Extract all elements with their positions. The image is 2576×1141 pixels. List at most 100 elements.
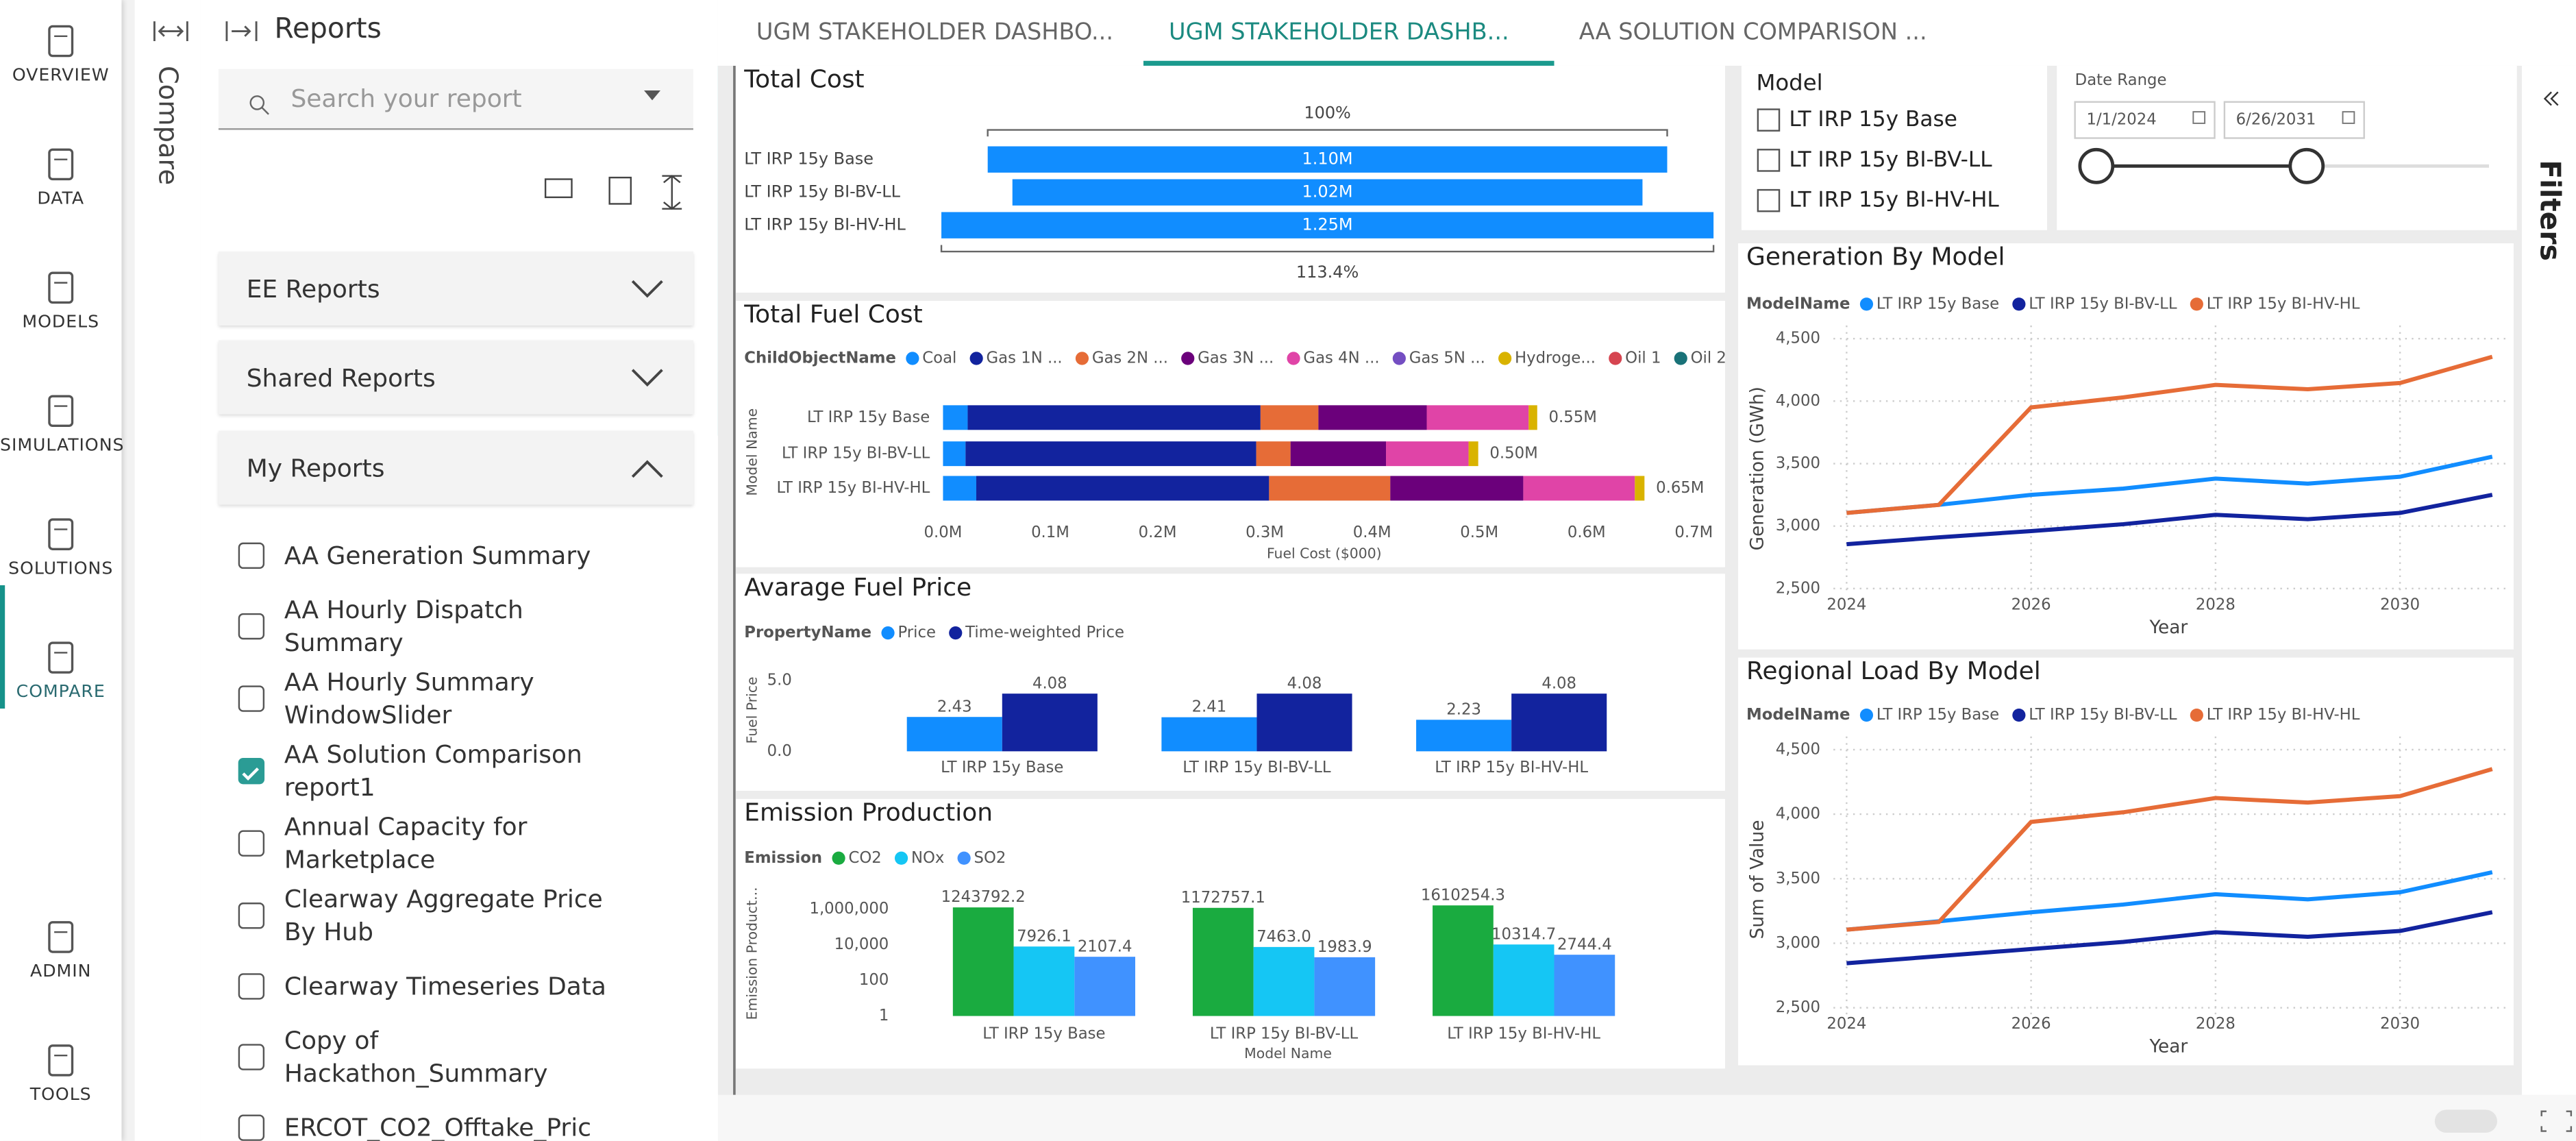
bar bbox=[1074, 957, 1136, 1016]
bar bbox=[1511, 694, 1607, 752]
bar-segment bbox=[965, 441, 1256, 467]
checkbox[interactable] bbox=[238, 1044, 265, 1070]
legend-title: ChildObjectName bbox=[744, 349, 896, 367]
legend-label: Coal bbox=[922, 349, 956, 367]
x-axis-label: Fuel Cost ($000) bbox=[1267, 545, 1382, 561]
legend-swatch bbox=[2012, 297, 2026, 311]
total-label: 0.55M bbox=[1549, 408, 1597, 426]
slicer-item[interactable]: LT IRP 15y BI-HV-HL bbox=[1789, 188, 1999, 212]
report-item[interactable]: AA Solution Comparison report1 bbox=[219, 735, 693, 807]
nav-label: TOOLS bbox=[29, 1085, 92, 1105]
x-axis-label: Year bbox=[2148, 617, 2188, 638]
checkbox[interactable] bbox=[238, 1114, 265, 1141]
value-label: 2.43 bbox=[937, 698, 972, 715]
checkbox[interactable] bbox=[1757, 149, 1781, 172]
report-item[interactable]: Annual Capacity for Marketplace bbox=[219, 807, 693, 880]
category-label: LT IRP 15y Base bbox=[744, 149, 874, 169]
checkbox[interactable] bbox=[238, 542, 265, 569]
nav-item[interactable]: MODELS bbox=[0, 260, 121, 342]
report-item[interactable]: AA Hourly Summary WindowSlider bbox=[219, 663, 693, 735]
checkbox[interactable] bbox=[238, 757, 265, 785]
date-start: 1/1/2024 bbox=[2086, 111, 2156, 129]
tab[interactable]: UGM STAKEHOLDER DASHB... bbox=[1169, 18, 1509, 45]
section-header[interactable]: My Reports bbox=[218, 430, 693, 505]
nav-bar: OVERVIEW DATA MODELS SIMULATIONS SOLUTIONS CO… bbox=[0, 0, 125, 1141]
legend-swatch bbox=[2190, 708, 2203, 722]
expand-icon[interactable] bbox=[151, 18, 191, 44]
total-label: 0.65M bbox=[1656, 479, 1704, 497]
checkbox[interactable] bbox=[238, 613, 265, 640]
value-label: 2107.4 bbox=[1078, 937, 1132, 955]
checkbox[interactable] bbox=[1757, 188, 1781, 212]
bar-segment bbox=[1390, 476, 1524, 501]
report-item[interactable]: ERCOT_CO2_Offtake_Pric bbox=[219, 1093, 693, 1141]
dropdown-icon[interactable] bbox=[643, 89, 662, 102]
search-box[interactable]: Search your report bbox=[218, 69, 693, 130]
report-item[interactable]: Copy of Hackathon_Summary bbox=[219, 1021, 693, 1094]
date-end: 6/26/2031 bbox=[2236, 111, 2316, 129]
value-label: 1.02M bbox=[1302, 182, 1353, 201]
x-tick-label: 0.4M bbox=[1353, 524, 1391, 541]
checkbox[interactable] bbox=[238, 903, 265, 929]
icon-shape[interactable] bbox=[544, 178, 573, 199]
checkbox[interactable] bbox=[238, 830, 265, 857]
bar bbox=[1554, 955, 1615, 1016]
report-item[interactable]: AA Hourly Dispatch Summary bbox=[219, 590, 693, 663]
icon-shape[interactable] bbox=[608, 176, 632, 205]
date-input[interactable] bbox=[2074, 101, 2216, 139]
calendar-icon[interactable] bbox=[2342, 111, 2355, 124]
slicer-items: LT IRP 15y Base LT IRP 15y BI-BV-LL LT IRP… bbox=[1757, 107, 1999, 212]
icon-shape bbox=[644, 90, 660, 101]
legend-label: Price bbox=[897, 624, 936, 641]
section-header[interactable]: EE Reports bbox=[218, 251, 693, 326]
date-input[interactable] bbox=[2223, 101, 2365, 139]
nav-item[interactable]: ADMIN bbox=[0, 909, 121, 992]
calendar-icon[interactable] bbox=[2192, 111, 2206, 124]
slicer-item[interactable]: LT IRP 15y BI-BV-LL bbox=[1789, 147, 1992, 172]
tab-bar bbox=[717, 0, 2576, 66]
tab[interactable]: AA SOLUTION COMPARISON ... bbox=[1579, 18, 1927, 45]
nav-item[interactable]: SIMULATIONS bbox=[0, 383, 125, 465]
report-item[interactable]: AA Generation Summary bbox=[219, 521, 693, 590]
section-header[interactable]: Shared Reports bbox=[218, 340, 693, 415]
panel-icon[interactable] bbox=[223, 18, 260, 44]
report-item[interactable]: Clearway Aggregate Price By Hub bbox=[219, 879, 693, 952]
line bbox=[1846, 354, 2493, 515]
nav-item[interactable]: TOOLS bbox=[0, 1033, 121, 1115]
nav-item[interactable]: OVERVIEW bbox=[0, 13, 121, 95]
nav-item[interactable]: DATA bbox=[0, 136, 121, 219]
slider-handle[interactable] bbox=[2078, 147, 2115, 184]
chart-panel bbox=[1738, 243, 2514, 650]
bar bbox=[1314, 957, 1376, 1016]
chart-title: Generation By Model bbox=[1746, 243, 2005, 271]
nav-item[interactable]: SOLUTIONS bbox=[0, 506, 121, 589]
nav-item[interactable]: COMPARE bbox=[0, 585, 121, 712]
nav-label: SIMULATIONS bbox=[0, 435, 125, 456]
toggle[interactable] bbox=[2434, 1109, 2497, 1133]
filters-label[interactable]: Filters bbox=[2534, 160, 2566, 260]
slicer-item[interactable]: LT IRP 15y Base bbox=[1789, 107, 1957, 132]
checkbox[interactable] bbox=[238, 685, 265, 712]
bar bbox=[1002, 694, 1098, 752]
value-label: 1610254.3 bbox=[1421, 886, 1505, 904]
legend-swatch bbox=[1859, 297, 1874, 311]
bar-segment bbox=[1290, 441, 1387, 467]
legend-swatch bbox=[1674, 352, 1687, 365]
tab[interactable]: UGM STAKEHOLDER DASHBO... bbox=[756, 18, 1113, 45]
category-label: LT IRP 15y BI-HV-HL bbox=[1435, 759, 1588, 776]
report-item[interactable]: Clearway Timeseries Data bbox=[219, 952, 693, 1021]
value-label: 4.08 bbox=[1541, 674, 1576, 692]
checkbox[interactable] bbox=[1757, 108, 1781, 132]
collapse-icon[interactable] bbox=[2543, 91, 2559, 106]
checkbox[interactable] bbox=[238, 973, 265, 1000]
bar bbox=[1013, 946, 1075, 1016]
value-label: 7463.0 bbox=[1256, 928, 1311, 946]
value-label: 4.08 bbox=[1032, 674, 1067, 692]
slider-handle[interactable] bbox=[2288, 147, 2325, 184]
section-title: Shared Reports bbox=[246, 362, 436, 393]
nav-icon bbox=[48, 395, 74, 428]
legend-swatch bbox=[1287, 352, 1300, 365]
x-tick-label: 0.3M bbox=[1246, 524, 1284, 541]
fullscreen-icon[interactable] bbox=[2540, 1110, 2573, 1132]
icon-shape[interactable] bbox=[662, 175, 682, 210]
